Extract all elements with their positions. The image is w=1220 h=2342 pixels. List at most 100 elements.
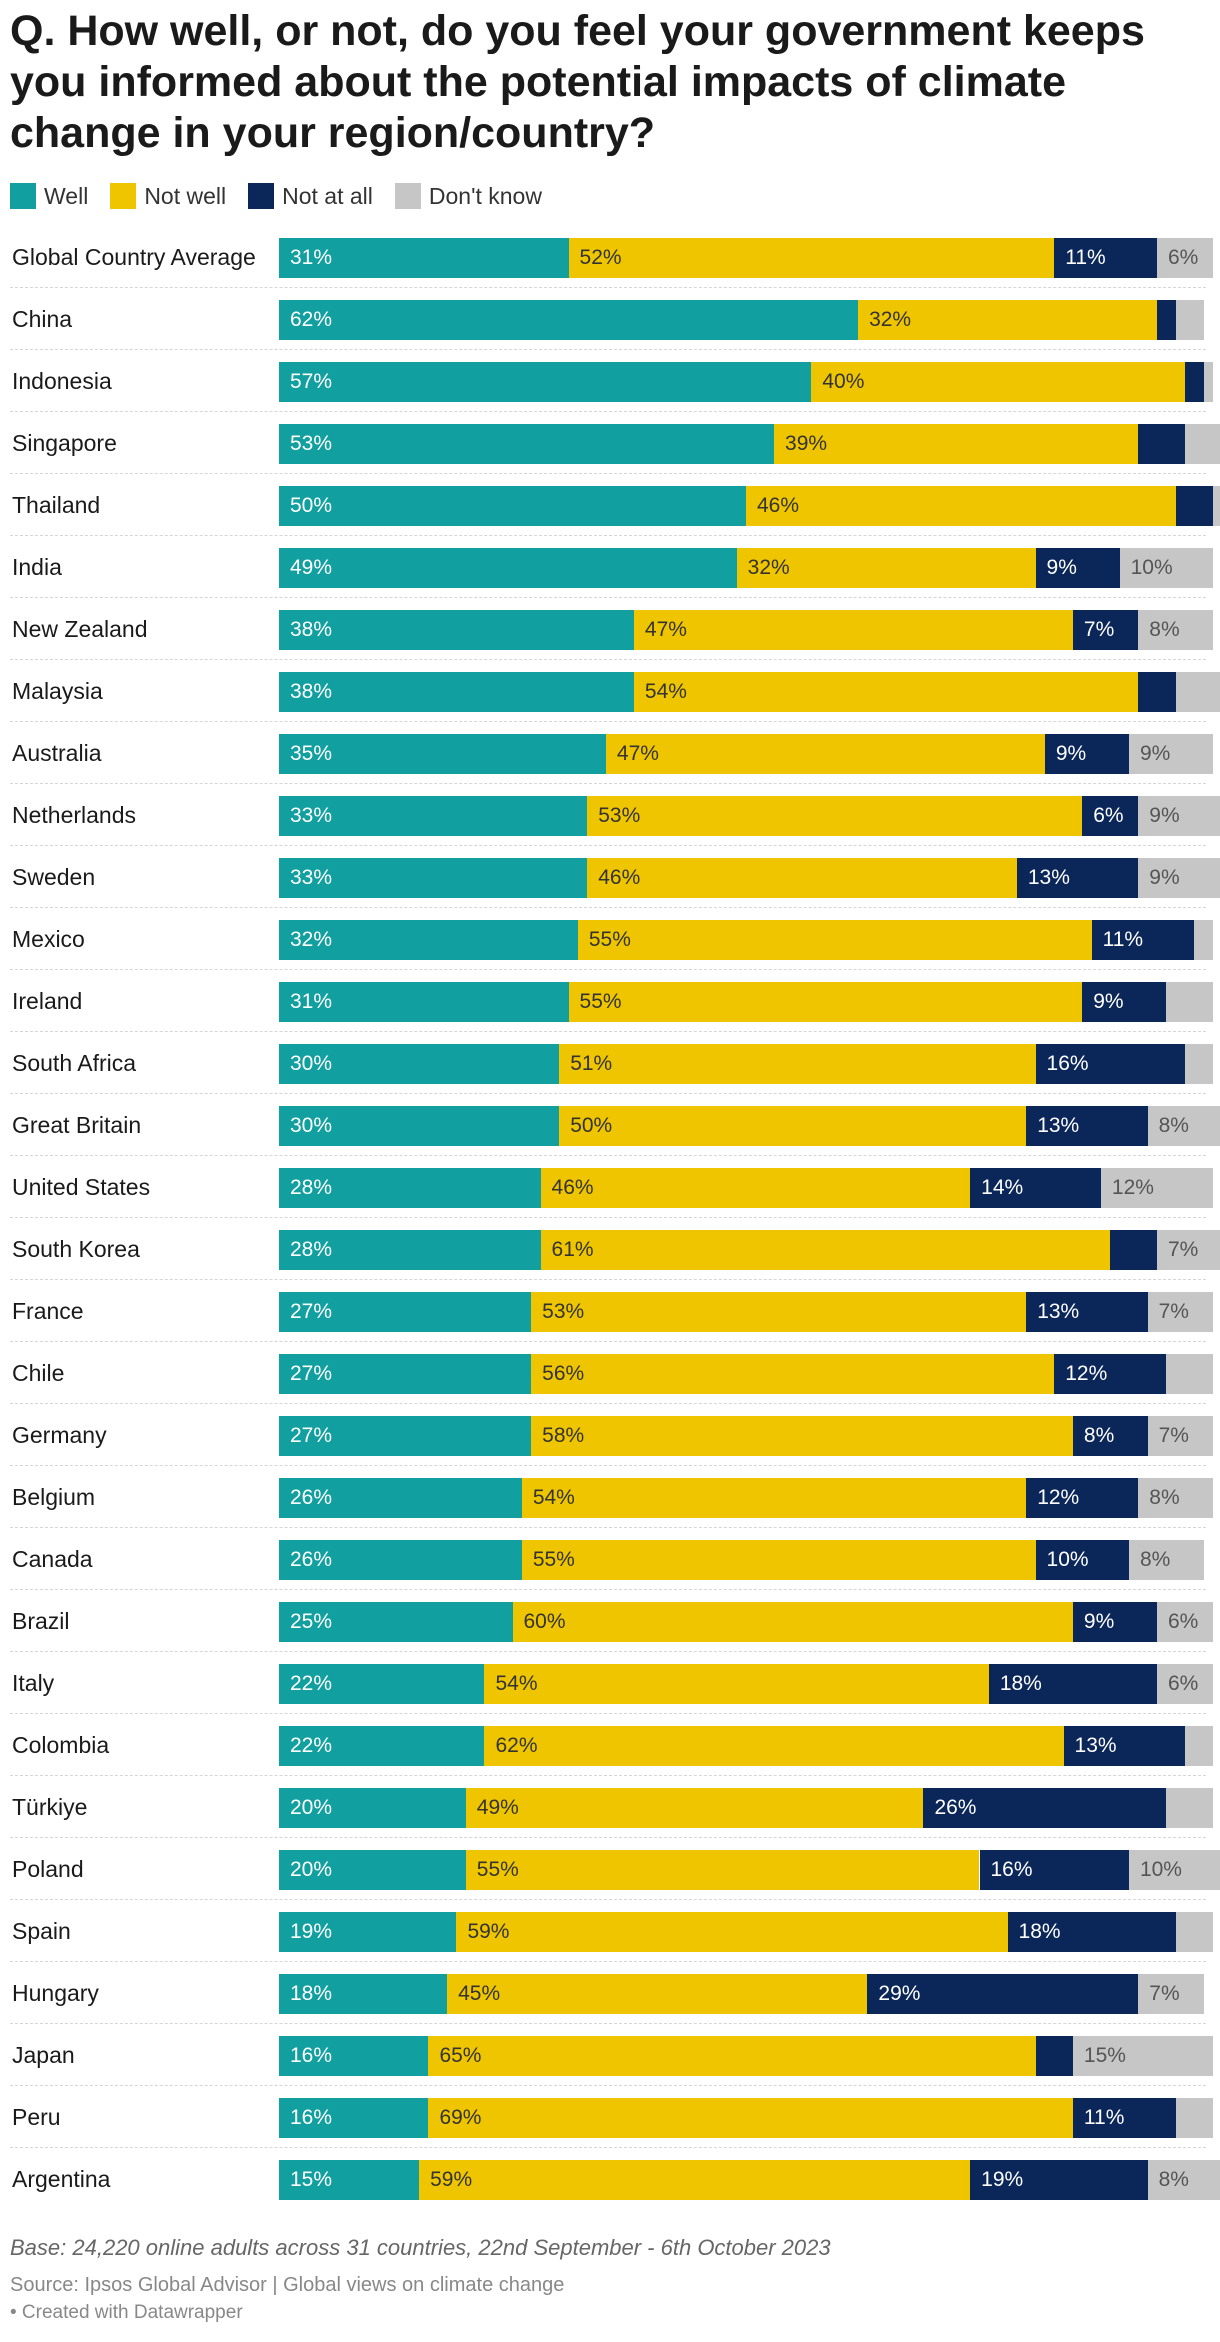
chart-row: France 27% 53% 13% 7% — [0, 1280, 1220, 1342]
bar-segment-dont-know — [1175, 300, 1204, 340]
bar-segment-well: 57% — [279, 362, 812, 402]
chart-row: South Africa 30% 51% 16% — [0, 1032, 1220, 1094]
bar-segment-not-well: 69% — [428, 2098, 1073, 2138]
chart-row: Colombia 22% 62% 13% — [0, 1714, 1220, 1776]
bar-segment-not-at-all: 12% — [1026, 1478, 1139, 1518]
category-label: Indonesia — [12, 368, 112, 394]
category-label: Global Country Average — [12, 244, 256, 270]
bar-segment-not-well: 47% — [633, 610, 1073, 650]
bar-segment-dont-know — [1184, 1044, 1213, 1084]
legend-swatch-not-at-all — [248, 183, 275, 209]
bar-segment-dont-know: 7% — [1156, 1230, 1220, 1270]
bar-segment-dont-know — [1184, 1726, 1213, 1766]
data-label: 54% — [644, 680, 687, 703]
bar-segment-dont-know: 6% — [1156, 1602, 1213, 1642]
data-label: 40% — [822, 370, 865, 393]
bar-segment-not-well: 59% — [456, 1912, 1008, 1952]
stacked-bar: 16% 65% 15% — [279, 2036, 1213, 2076]
data-label: 6% — [1167, 1672, 1199, 1695]
data-label: 6% — [1167, 1610, 1199, 1633]
bar-segment-well: 31% — [279, 238, 569, 278]
bar-segment-dont-know — [1194, 920, 1213, 960]
row-divider — [10, 287, 1206, 288]
stacked-bar: 38% 47% 7% 8% — [279, 610, 1213, 650]
bar-segment-well: 22% — [279, 1664, 485, 1704]
data-label: 31% — [290, 246, 333, 269]
bar-segment-dont-know — [1175, 672, 1220, 712]
data-label: 13% — [1074, 1734, 1117, 1757]
category-label: France — [12, 1298, 84, 1324]
bar-segment-not-at-all: 11% — [1072, 2098, 1176, 2138]
bar-segment-not-well: 56% — [531, 1354, 1055, 1394]
data-label: 35% — [290, 742, 333, 765]
chart-row: Thailand 50% 46% — [0, 474, 1220, 536]
row-divider — [10, 1341, 1206, 1342]
data-label: 11% — [1102, 928, 1144, 951]
chart-row: Canada 26% 55% 10% 8% — [0, 1528, 1220, 1590]
chart-row: Türkiye 20% 49% 26% — [0, 1776, 1220, 1838]
category-label: Peru — [12, 2104, 61, 2130]
bar-segment-dont-know: 9% — [1138, 796, 1220, 836]
row-divider — [10, 845, 1206, 846]
data-label: 32% — [869, 308, 912, 331]
stacked-bar: 28% 46% 14% 12% — [279, 1168, 1213, 1208]
row-divider — [10, 473, 1206, 474]
chart-row: Great Britain 30% 50% 13% 8% — [0, 1094, 1220, 1156]
chart-row: Peru 16% 69% 11% — [0, 2086, 1220, 2148]
legend-swatch-well — [10, 183, 36, 209]
data-label: 13% — [1027, 866, 1070, 889]
bar-segment-not-well: 46% — [746, 486, 1176, 526]
chart-row: Germany 27% 58% 8% 7% — [0, 1404, 1220, 1466]
row-divider — [10, 783, 1206, 784]
chart-row: Chile 27% 56% 12% — [0, 1342, 1220, 1404]
row-divider — [10, 721, 1206, 722]
chart-row: Sweden 33% 46% 13% 9% — [0, 846, 1220, 908]
stacked-bar: 33% 46% 13% 9% — [279, 858, 1220, 898]
bar-segment-well: 32% — [279, 920, 578, 960]
bar-segment-not-well: 51% — [559, 1044, 1036, 1084]
bar-segment-not-at-all — [1035, 2036, 1073, 2076]
data-label: 18% — [1018, 1920, 1061, 1943]
bar-segment-dont-know: 10% — [1119, 548, 1213, 588]
bar-segment-dont-know: 7% — [1138, 1974, 1204, 2014]
legend-item-dont-know: Don't know — [394, 183, 542, 210]
row-divider — [10, 1651, 1206, 1652]
bar-segment-well: 27% — [279, 1292, 532, 1332]
bar-segment-well: 28% — [279, 1230, 541, 1270]
bar-segment-not-at-all: 7% — [1072, 610, 1139, 650]
chart-row: Malaysia 38% 54% — [0, 660, 1220, 722]
bar-segment-dont-know: 9% — [1128, 734, 1213, 774]
chart-row: Spain 19% 59% 18% — [0, 1900, 1220, 1962]
data-label: 7% — [1083, 618, 1115, 641]
stacked-bar: 31% 55% 9% — [279, 982, 1213, 1022]
data-label: 28% — [290, 1176, 333, 1199]
data-label: 62% — [290, 308, 333, 331]
data-label: 52% — [579, 246, 622, 269]
bar-segment-dont-know: 8% — [1138, 610, 1213, 650]
chart-row: South Korea 28% 61% 7% — [0, 1218, 1220, 1280]
legend-item-well: Well — [10, 183, 88, 210]
category-label: Italy — [12, 1670, 55, 1696]
stacked-bar: 26% 55% 10% 8% — [279, 1540, 1213, 1580]
data-label: 10% — [1139, 1858, 1182, 1881]
data-label: 18% — [999, 1672, 1042, 1695]
bar-segment-not-well: 60% — [512, 1602, 1073, 1642]
bar-segment-well: 38% — [279, 672, 634, 712]
bar-segment-not-well: 50% — [559, 1106, 1027, 1146]
bar-segment-not-well: 52% — [568, 238, 1055, 278]
stacked-bar: 33% 53% 6% 9% — [279, 796, 1220, 836]
bar-segment-not-well: 55% — [568, 982, 1083, 1022]
data-label: 47% — [644, 618, 687, 641]
stacked-bar: 22% 62% 13% — [279, 1726, 1213, 1766]
row-divider — [10, 1217, 1206, 1218]
base-note: Base: 24,220 online adults across 31 cou… — [10, 2235, 831, 2260]
category-label: Malaysia — [12, 678, 103, 704]
bar-segment-not-at-all: 9% — [1072, 1602, 1157, 1642]
bar-segment-well: 35% — [279, 734, 606, 774]
data-label: 59% — [467, 1920, 510, 1943]
category-label: Great Britain — [12, 1112, 142, 1138]
bar-segment-not-well: 65% — [428, 2036, 1036, 2076]
chart-row: Hungary 18% 45% 29% 7% — [0, 1962, 1220, 2024]
bar-segment-well: 26% — [279, 1478, 522, 1518]
data-label: 8% — [1158, 2168, 1189, 2191]
